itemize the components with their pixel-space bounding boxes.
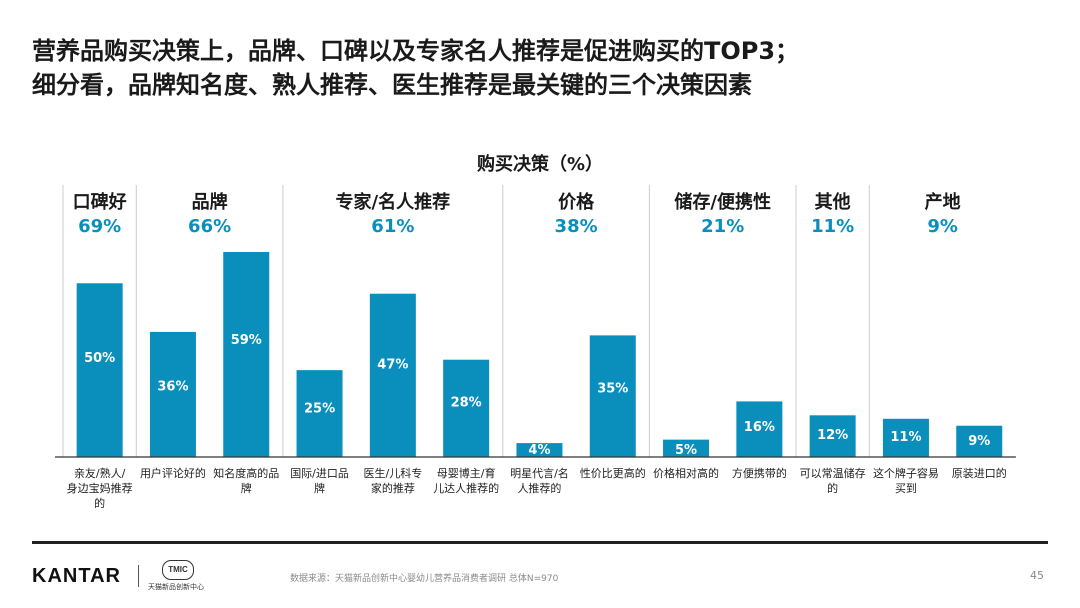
logo-separator [138, 565, 139, 587]
group-total: 69% [78, 216, 121, 237]
category-label: 可以常温储存 [800, 466, 866, 480]
group-total: 9% [927, 216, 958, 237]
category-label: 的 [94, 496, 105, 510]
bar [663, 439, 710, 457]
group-total: 21% [701, 216, 744, 237]
bar-value-label: 50% [84, 351, 115, 366]
bar [369, 293, 416, 457]
bar [223, 252, 270, 457]
group-total: 66% [188, 216, 231, 237]
group-name: 价格 [558, 191, 595, 213]
bar-value-label: 35% [597, 381, 628, 396]
bar-value-label: 59% [231, 333, 262, 348]
bar-value-label: 47% [377, 357, 408, 372]
title-line-2: 细分看，品牌知名度、熟人推荐、医生推荐是最关键的三个决策因素 [32, 71, 752, 99]
bar-value-label: 12% [817, 428, 848, 443]
chart-title: 购买决策（%） [476, 154, 604, 175]
group-name: 品牌 [192, 191, 228, 213]
bar [736, 401, 783, 457]
category-label: 儿达人推荐的 [433, 481, 499, 495]
bar [516, 443, 563, 457]
bar-value-label: 11% [890, 430, 921, 445]
title-line-1: 营养品购买决策上，品牌、口碑以及专家名人推荐是促进购买的TOP3； [32, 37, 800, 65]
bar-value-label: 28% [451, 396, 482, 411]
group-name: 专家/名人推荐 [336, 191, 451, 213]
group-total: 38% [555, 216, 598, 237]
bar-value-label: 5% [675, 443, 697, 458]
category-label: 母婴博主/育 [437, 466, 496, 480]
bar-value-label: 4% [528, 443, 550, 458]
footer-divider [32, 541, 1048, 544]
category-label: 国际/进口品 [290, 467, 349, 480]
category-label: 身边宝妈推荐 [67, 481, 133, 495]
group-total: 61% [371, 216, 414, 237]
category-label: 明星代言/名 [510, 466, 569, 480]
category-label: 价格相对高的 [653, 466, 719, 480]
bar-value-label: 36% [157, 379, 188, 394]
bar-value-label: 16% [744, 420, 775, 435]
group-name: 其他 [815, 191, 851, 213]
category-label: 买到 [895, 482, 917, 495]
bar [809, 415, 856, 457]
tmic-logo-icon: TMIC [162, 560, 194, 580]
group-total: 11% [811, 216, 854, 237]
tmic-logo-text: 天猫新品创新中心 [148, 583, 204, 591]
bar [882, 418, 929, 457]
group-name: 口碑好 [73, 191, 127, 213]
page-number: 45 [1030, 569, 1044, 582]
page-title: 营养品购买决策上，品牌、口碑以及专家名人推荐是促进购买的TOP3； 细分看，品牌… [32, 34, 1052, 102]
category-label: 家的推荐 [371, 481, 415, 495]
bar [443, 359, 490, 457]
group-name: 产地 [925, 191, 961, 213]
bar-value-label: 9% [968, 434, 990, 449]
category-label: 这个牌子容易 [873, 466, 939, 480]
bar-chart: 口碑好69%50%亲友/熟人/身边宝妈推荐的品牌66%36%用户评论好的59%知… [55, 185, 1016, 510]
category-label: 牌 [241, 481, 252, 495]
category-label: 的 [827, 481, 838, 495]
bar-value-label: 25% [304, 402, 335, 417]
bar [956, 425, 1003, 457]
category-label: 人推荐的 [517, 481, 561, 495]
category-label: 原装进口的 [952, 466, 1007, 480]
category-label: 知名度高的品 [213, 466, 279, 480]
source-note: 数据来源：天猫新品创新中心婴幼儿营养品消费者调研 总体N=970 [290, 574, 559, 584]
category-label: 性价比更高的 [580, 466, 646, 480]
category-label: 亲友/熟人/ [74, 466, 126, 480]
bar [296, 370, 343, 457]
group-name: 储存/便携性 [673, 191, 771, 213]
bar [589, 335, 636, 457]
bar [149, 331, 196, 457]
category-label: 用户评论好的 [140, 466, 206, 480]
category-label: 方便携带的 [732, 466, 787, 480]
bar [76, 283, 123, 457]
kantar-logo: KANTAR [32, 565, 121, 587]
category-label: 医生/儿科专 [363, 466, 422, 480]
category-label: 牌 [314, 481, 325, 495]
